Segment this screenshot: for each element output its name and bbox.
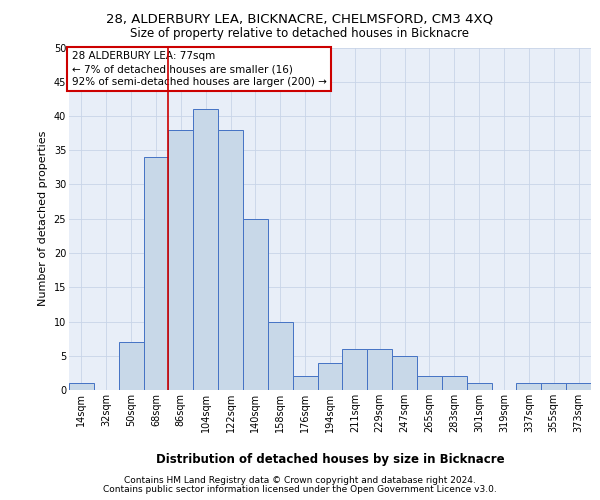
- Bar: [69, 383, 94, 390]
- Bar: [293, 376, 317, 390]
- Bar: [442, 376, 467, 390]
- Y-axis label: Number of detached properties: Number of detached properties: [38, 131, 48, 306]
- Bar: [268, 322, 293, 390]
- Bar: [169, 130, 193, 390]
- Bar: [392, 356, 417, 390]
- Bar: [218, 130, 243, 390]
- Bar: [343, 349, 367, 390]
- Bar: [193, 109, 218, 390]
- Bar: [143, 157, 169, 390]
- Bar: [517, 383, 541, 390]
- Text: Distribution of detached houses by size in Bicknacre: Distribution of detached houses by size …: [155, 452, 505, 466]
- Bar: [243, 219, 268, 390]
- Text: Contains public sector information licensed under the Open Government Licence v3: Contains public sector information licen…: [103, 485, 497, 494]
- Text: Size of property relative to detached houses in Bicknacre: Size of property relative to detached ho…: [131, 28, 470, 40]
- Bar: [467, 383, 491, 390]
- Bar: [417, 376, 442, 390]
- Text: 28 ALDERBURY LEA: 77sqm
← 7% of detached houses are smaller (16)
92% of semi-det: 28 ALDERBURY LEA: 77sqm ← 7% of detached…: [71, 51, 326, 88]
- Bar: [317, 362, 343, 390]
- Bar: [367, 349, 392, 390]
- Bar: [119, 342, 143, 390]
- Bar: [541, 383, 566, 390]
- Text: Contains HM Land Registry data © Crown copyright and database right 2024.: Contains HM Land Registry data © Crown c…: [124, 476, 476, 485]
- Bar: [566, 383, 591, 390]
- Text: 28, ALDERBURY LEA, BICKNACRE, CHELMSFORD, CM3 4XQ: 28, ALDERBURY LEA, BICKNACRE, CHELMSFORD…: [106, 12, 494, 26]
